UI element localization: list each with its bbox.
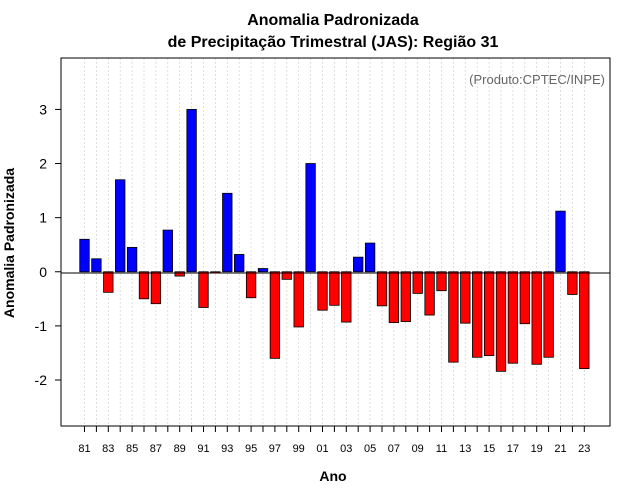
bar-2020: [543, 271, 554, 358]
bar-2016: [495, 271, 507, 372]
x-tick-label: 01: [316, 443, 328, 455]
bar-1995: [245, 271, 257, 299]
bar-2007: [388, 271, 400, 324]
bar-1985: [126, 247, 138, 273]
x-tick-label: 05: [364, 443, 376, 455]
x-tick-label: 23: [578, 443, 590, 455]
bar-2000: [305, 163, 316, 273]
y-tick-label: 2: [39, 156, 47, 172]
bar-1997: [269, 271, 281, 359]
bar-2022: [567, 271, 578, 295]
y-axis-title: Anomalia Padronizada: [1, 168, 17, 318]
bar-1989: [174, 271, 185, 277]
x-tick-label: 93: [221, 443, 233, 455]
bar-1996: [257, 268, 269, 273]
x-tick-label: 91: [197, 443, 209, 455]
bar-2006: [376, 271, 388, 307]
chart-title-line1: Anomalia Padronizada: [247, 12, 419, 29]
y-tick-label: 3: [39, 101, 47, 117]
x-tick-label: 19: [531, 443, 543, 455]
vertical-gridlines: [84, 58, 585, 426]
x-tick-label: 83: [102, 443, 114, 455]
x-tick-label: 95: [245, 443, 257, 455]
x-tick-label: 81: [78, 443, 90, 455]
bar-1986: [138, 271, 150, 300]
x-tick-label: 03: [340, 443, 352, 455]
y-tick-label: 1: [39, 210, 47, 226]
bar-2012: [448, 271, 459, 363]
bar-1981: [79, 238, 90, 273]
bar-1982: [91, 258, 102, 273]
bar-2019: [531, 271, 542, 365]
bar-2002: [329, 271, 340, 306]
bar-2013: [460, 271, 471, 324]
bar-1987: [150, 271, 162, 305]
bar-2021: [555, 210, 566, 273]
x-tick-label: 87: [150, 443, 162, 455]
x-tick-label: 07: [388, 443, 400, 455]
bar-2011: [436, 271, 447, 292]
bar-1983: [103, 271, 114, 293]
x-tick-label: 85: [126, 443, 138, 455]
bar-2008: [400, 271, 411, 322]
chart-title-line2: de Precipitação Trimestral (JAS): Região…: [168, 34, 499, 51]
plot-frame: [60, 57, 611, 427]
y-axis: -2 -1 0 1 2 3: [35, 101, 61, 388]
x-tick-label: 15: [483, 443, 495, 455]
bar-2009: [412, 271, 423, 294]
bar-1999: [293, 271, 304, 328]
bar-2017: [507, 271, 519, 364]
x-tick-label: 21: [554, 443, 566, 455]
bar-2018: [519, 271, 530, 325]
x-tick-label: 13: [459, 443, 471, 455]
bars: [79, 109, 590, 372]
x-tick-label: 99: [293, 443, 305, 455]
x-tick-label: 97: [269, 443, 281, 455]
y-tick-label: -2: [35, 372, 48, 388]
bar-1993: [222, 192, 233, 273]
x-tick-label: 11: [436, 443, 447, 455]
y-tick-label: 0: [39, 264, 47, 280]
x-tick-label: 09: [412, 443, 424, 455]
bar-2014: [472, 271, 483, 358]
x-tick-label: 89: [174, 443, 186, 455]
credit-text: (Produto:CPTEC/INPE): [469, 72, 605, 87]
bar-2001: [317, 271, 328, 311]
bar-1994: [234, 254, 245, 273]
bar-1984: [115, 179, 126, 273]
bar-1998: [281, 271, 292, 280]
bar-2015: [483, 271, 495, 357]
bar-2004: [353, 256, 364, 273]
x-tick-label: 17: [507, 443, 519, 455]
bar-2023: [579, 271, 590, 370]
bar-2003: [341, 271, 352, 323]
bar-1991: [198, 271, 209, 308]
bar-1990: [186, 109, 197, 273]
bar-2010: [424, 271, 435, 316]
x-axis-title: Ano: [319, 468, 346, 484]
y-tick-label: -1: [35, 318, 48, 334]
x-axis: 81 83 85 87 89 91 93 95 97 99 01 03 05 07 09 11 13 15 17 19…: [78, 426, 590, 455]
bar-2005: [364, 242, 376, 273]
bar-1988: [162, 229, 173, 273]
